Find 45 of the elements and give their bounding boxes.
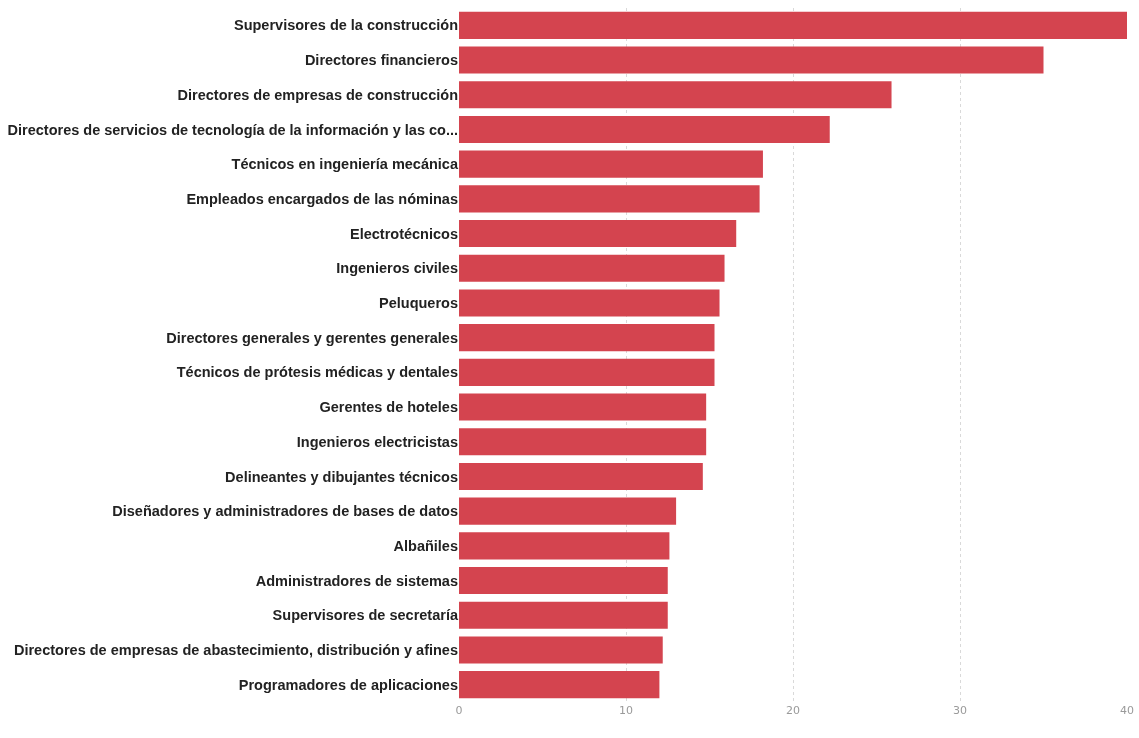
bar — [459, 150, 763, 178]
bar — [459, 324, 715, 352]
bar — [459, 393, 707, 421]
y-tick-label: Directores de empresas de construcción — [177, 86, 458, 103]
bar — [459, 220, 737, 248]
x-tick-label: 40 — [1120, 704, 1134, 717]
y-tick-label: Empleados encargados de las nóminas — [186, 190, 458, 207]
bar — [459, 115, 830, 143]
bar — [459, 254, 725, 282]
bar — [459, 671, 660, 699]
y-tick-label: Programadores de aplicaciones — [238, 676, 458, 693]
y-tick-label: Albañiles — [393, 537, 458, 554]
y-tick-label: Delineantes y dibujantes técnicos — [225, 468, 458, 485]
bar — [459, 428, 707, 456]
bar — [459, 462, 703, 490]
bar — [459, 601, 668, 629]
y-tick-label: Supervisores de la construcción — [233, 17, 458, 34]
y-tick-label: Gerentes de hoteles — [319, 399, 458, 416]
x-tick-label: 10 — [619, 704, 633, 717]
bar — [459, 81, 892, 109]
y-tick-label: Directores de servicios de tecnología de la información y las co... — [7, 121, 458, 138]
bar — [459, 358, 715, 386]
y-tick-label: Directores generales y gerentes generales — [166, 329, 458, 346]
y-tick-label: Supervisores de secretaría — [272, 607, 459, 624]
bar — [459, 185, 760, 213]
x-tick-label: 30 — [953, 704, 967, 717]
bar — [459, 567, 668, 595]
bar — [459, 497, 677, 525]
y-tick-label: Electrotécnicos — [350, 225, 458, 242]
bar — [459, 46, 1044, 74]
bar — [459, 532, 670, 560]
y-tick-label: Peluqueros — [379, 295, 458, 312]
y-tick-label: Ingenieros electricistas — [296, 433, 458, 450]
y-tick-label: Técnicos en ingeniería mecánica — [231, 156, 459, 173]
y-tick-label: Directores de empresas de abastecimiento, distribución y afines — [13, 642, 458, 659]
bar — [459, 289, 720, 317]
x-tick-label: 0 — [455, 704, 463, 717]
bar — [459, 11, 1127, 39]
x-tick-label: 20 — [786, 704, 800, 717]
y-tick-label: Diseñadores y administradores de bases de datos — [112, 503, 458, 520]
y-tick-label: Administradores de sistemas — [255, 572, 458, 589]
y-tick-label: Técnicos de prótesis médicas y dentales — [176, 364, 458, 381]
y-tick-label: Ingenieros civiles — [336, 260, 458, 277]
bar — [459, 636, 663, 664]
y-tick-label: Directores financieros — [304, 52, 458, 69]
